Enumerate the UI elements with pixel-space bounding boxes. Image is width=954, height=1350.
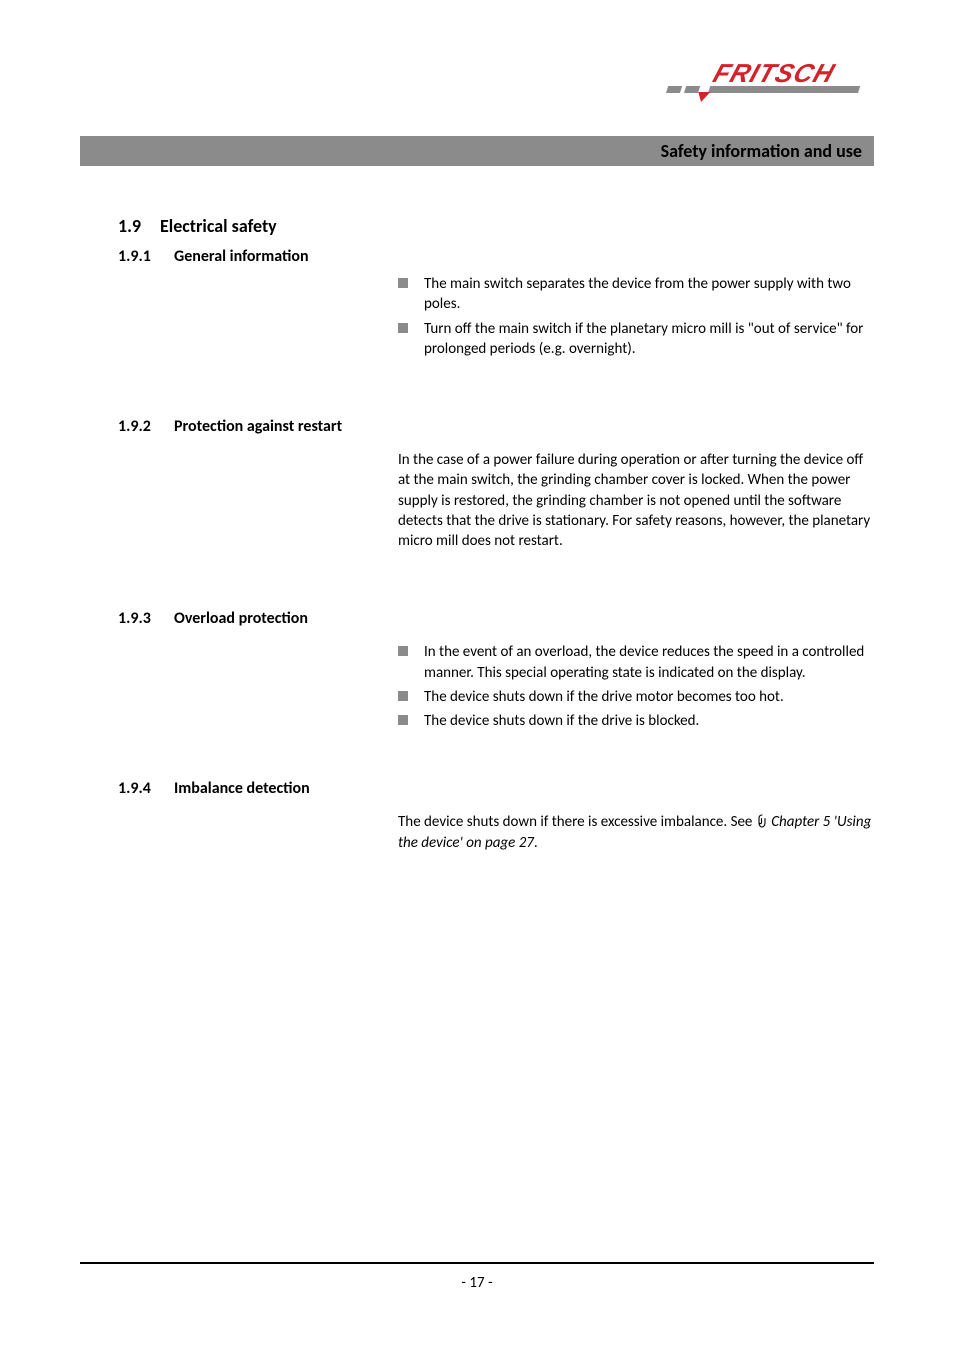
section-body-1-9-3: In the event of an overload, the device …: [398, 642, 874, 731]
section-banner: Safety information and use: [80, 136, 874, 166]
footer-rule: [80, 1262, 874, 1264]
paragraph: The device shuts down if there is excess…: [398, 812, 874, 853]
heading-title: Imbalance detection: [174, 779, 310, 798]
heading-1-9-1: 1.9.1 General information: [118, 247, 874, 266]
heading-1-9-2: 1.9.2 Protection against restart: [118, 417, 874, 436]
heading-number: 1.9.1: [118, 247, 174, 266]
heading-1-9-3: 1.9.3 Overload protection: [118, 609, 874, 628]
paragraph: In the case of a power failure during op…: [398, 450, 874, 551]
page-number: - 17 -: [0, 1274, 954, 1292]
heading-title: General information: [174, 247, 309, 266]
list-item: The device shuts down if the drive motor…: [398, 687, 874, 707]
heading-number: 1.9: [118, 215, 160, 237]
heading-number: 1.9.2: [118, 417, 174, 436]
heading-1-9-4: 1.9.4 Imbalance detection: [118, 779, 874, 798]
page: FRITSCH Safety information and use 1.9 E…: [0, 0, 954, 1350]
section-body-1-9-2: In the case of a power failure during op…: [398, 450, 874, 551]
heading-1-9: 1.9 Electrical safety: [118, 215, 874, 237]
reference-icon: [756, 814, 768, 828]
paragraph-text-pre: The device shuts down if there is excess…: [398, 813, 756, 831]
section-banner-title: Safety information and use: [661, 140, 862, 162]
fritsch-logo: FRITSCH: [650, 56, 874, 106]
section-body-1-9-4: The device shuts down if there is excess…: [398, 812, 874, 853]
paragraph-text-post: .: [534, 834, 538, 852]
list-item: Turn off the main switch if the planetar…: [398, 319, 874, 360]
heading-title: Protection against restart: [174, 417, 342, 436]
heading-number: 1.9.3: [118, 609, 174, 628]
section-body-1-9-1: The main switch separates the device fro…: [398, 274, 874, 359]
list-item: In the event of an overload, the device …: [398, 642, 874, 683]
bullet-list: The main switch separates the device fro…: [398, 274, 874, 359]
heading-title: Electrical safety: [160, 215, 277, 237]
content-area: 1.9 Electrical safety 1.9.1 General info…: [118, 215, 874, 857]
svg-text:FRITSCH: FRITSCH: [710, 59, 839, 88]
list-item: The device shuts down if the drive is bl…: [398, 711, 874, 731]
list-item: The main switch separates the device fro…: [398, 274, 874, 315]
heading-title: Overload protection: [174, 609, 308, 628]
bullet-list: In the event of an overload, the device …: [398, 642, 874, 731]
heading-number: 1.9.4: [118, 779, 174, 798]
